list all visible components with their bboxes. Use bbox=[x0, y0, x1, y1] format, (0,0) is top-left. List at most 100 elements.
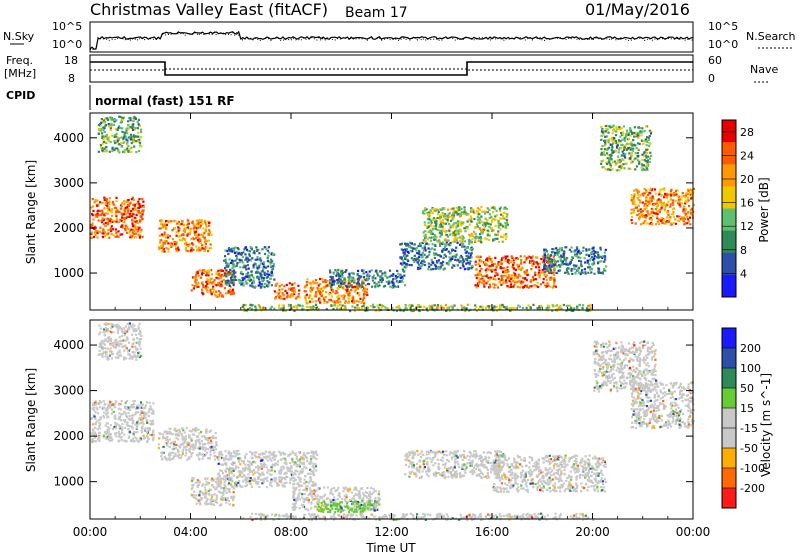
data-point bbox=[456, 237, 459, 240]
data-point bbox=[593, 255, 596, 258]
data-point bbox=[137, 200, 140, 203]
data-point bbox=[128, 322, 131, 325]
data-point bbox=[129, 348, 132, 351]
data-point bbox=[376, 304, 379, 307]
data-point bbox=[398, 280, 401, 283]
data-point bbox=[263, 307, 266, 310]
data-point bbox=[106, 422, 109, 425]
data-point bbox=[284, 289, 287, 292]
data-point bbox=[490, 220, 494, 223]
data-point bbox=[474, 260, 477, 263]
data-point bbox=[127, 325, 130, 328]
data-point bbox=[633, 135, 636, 138]
data-point bbox=[90, 206, 93, 209]
data-point bbox=[488, 255, 491, 258]
data-point bbox=[440, 208, 443, 211]
data-point bbox=[368, 270, 371, 273]
data-point bbox=[119, 127, 123, 130]
data-point bbox=[110, 331, 113, 334]
data-point bbox=[395, 277, 398, 280]
data-point bbox=[192, 248, 195, 251]
data-point bbox=[503, 207, 506, 210]
data-point bbox=[537, 266, 541, 269]
data-point bbox=[106, 328, 110, 331]
data-point bbox=[564, 246, 567, 249]
data-point bbox=[594, 250, 597, 254]
data-point bbox=[127, 406, 130, 409]
data-point bbox=[437, 259, 440, 262]
data-point bbox=[341, 269, 344, 273]
data-point bbox=[253, 252, 256, 255]
data-point bbox=[682, 195, 685, 198]
data-point bbox=[122, 138, 125, 141]
data-point bbox=[174, 242, 177, 246]
data-point bbox=[232, 272, 235, 275]
data-point bbox=[239, 266, 242, 269]
data-point bbox=[601, 166, 604, 169]
data-point bbox=[149, 405, 152, 408]
data-point bbox=[257, 271, 260, 274]
station-title: Christmas Valley East (fitACF) bbox=[90, 0, 328, 19]
data-point bbox=[136, 439, 139, 442]
data-point bbox=[515, 256, 518, 260]
data-point bbox=[600, 153, 603, 156]
data-point bbox=[361, 307, 364, 310]
data-point bbox=[441, 249, 444, 252]
data-point bbox=[203, 249, 206, 253]
data-point bbox=[520, 262, 523, 265]
data-point bbox=[330, 277, 334, 280]
data-point bbox=[445, 262, 449, 265]
data-point bbox=[632, 144, 635, 147]
data-point bbox=[670, 192, 673, 195]
data-point bbox=[102, 342, 105, 345]
data-point bbox=[505, 308, 508, 311]
data-point bbox=[209, 291, 212, 294]
data-point bbox=[112, 346, 116, 349]
data-point bbox=[213, 279, 216, 282]
data-point bbox=[546, 257, 550, 260]
data-point bbox=[494, 274, 497, 277]
data-point bbox=[263, 252, 267, 256]
data-point bbox=[270, 271, 274, 274]
data-point bbox=[138, 338, 141, 341]
data-point bbox=[292, 294, 295, 297]
data-point bbox=[94, 411, 97, 414]
data-point bbox=[469, 247, 472, 251]
data-point bbox=[379, 278, 382, 282]
data-point bbox=[181, 220, 184, 223]
data-point bbox=[193, 230, 196, 233]
data-point bbox=[229, 285, 232, 289]
data-point bbox=[424, 237, 427, 240]
data-point bbox=[103, 150, 106, 153]
data-point bbox=[547, 266, 550, 269]
data-point bbox=[473, 308, 476, 311]
data-point bbox=[568, 304, 572, 308]
data-point bbox=[94, 433, 97, 436]
data-point bbox=[121, 427, 124, 430]
data-point bbox=[431, 307, 434, 310]
data-point bbox=[488, 306, 491, 309]
data-point bbox=[225, 258, 228, 261]
data-point bbox=[423, 263, 427, 267]
data-point bbox=[165, 442, 168, 445]
data-point bbox=[634, 144, 637, 147]
data-point bbox=[692, 203, 695, 207]
data-point bbox=[178, 430, 182, 433]
data-point bbox=[108, 402, 111, 406]
data-point bbox=[494, 215, 497, 218]
data-point bbox=[586, 259, 589, 262]
data-point bbox=[654, 192, 657, 195]
data-point bbox=[98, 431, 101, 434]
data-point bbox=[599, 246, 602, 249]
data-point bbox=[277, 292, 280, 295]
data-point bbox=[110, 117, 113, 120]
data-point bbox=[125, 127, 128, 130]
data-point bbox=[128, 148, 131, 151]
data-point bbox=[112, 233, 115, 236]
data-point bbox=[336, 304, 339, 307]
data-point bbox=[129, 425, 132, 428]
data-point bbox=[448, 212, 451, 215]
data-point bbox=[248, 250, 251, 253]
data-point bbox=[225, 275, 228, 278]
data-point bbox=[198, 452, 201, 455]
